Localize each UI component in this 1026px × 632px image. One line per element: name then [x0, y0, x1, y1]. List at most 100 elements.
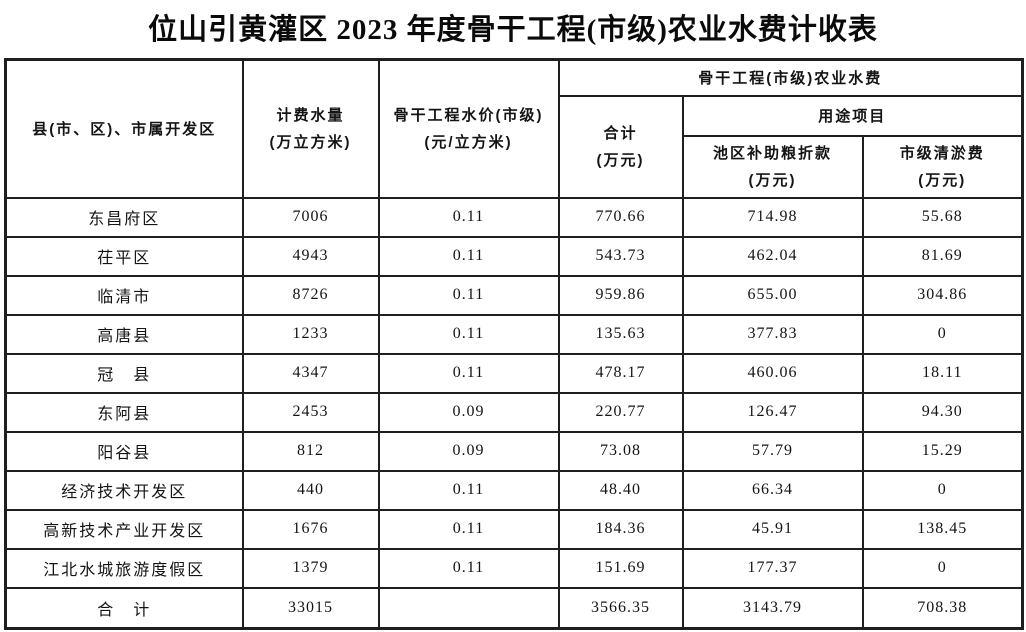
header-line: 骨干工程水价(市级) — [393, 106, 544, 124]
col-header-dredging: 市级清淤费 (万元) — [861, 134, 1024, 199]
cell-total: 135.63 — [557, 313, 684, 355]
col-header-volume: 计费水量 (万立方米) — [241, 58, 380, 199]
cell-region: 合 计 — [4, 586, 244, 630]
cell-total: 48.40 — [557, 469, 684, 511]
header-line: 计费水量 — [276, 106, 345, 124]
cell-region: 东昌府区 — [4, 196, 244, 238]
cell-region: 冠 县 — [4, 352, 244, 394]
cell-total: 220.77 — [557, 391, 684, 433]
header-line: 市级清淤费 — [899, 144, 985, 162]
table-row: 冠 县 4347 0.11 478.17 460.06 18.11 — [4, 352, 1024, 394]
cell-subsidy: 126.47 — [681, 391, 864, 433]
header-row-2: 合计 (万元) 用途项目 — [6, 94, 1024, 199]
cell-volume: 1379 — [241, 547, 380, 589]
table-row: 临清市 8726 0.11 959.86 655.00 304.86 — [4, 274, 1024, 316]
cell-subsidy: 45.91 — [681, 508, 864, 550]
header-line: (元/立方米) — [424, 133, 513, 151]
cell-total: 184.36 — [557, 508, 684, 550]
table-body: 东昌府区 7006 0.11 770.66 714.98 55.68 茌平区 4… — [4, 196, 1024, 630]
cell-price: 0.11 — [377, 508, 560, 550]
cell-volume: 4347 — [241, 352, 380, 394]
cell-volume: 4943 — [241, 235, 380, 277]
cell-region: 高唐县 — [4, 313, 244, 355]
cell-price: 0.09 — [377, 391, 560, 433]
col-header-price: 骨干工程水价(市级) (元/立方米) — [377, 58, 560, 199]
cell-volume: 8726 — [241, 274, 380, 316]
cell-total: 3566.35 — [557, 586, 684, 630]
cell-dredging: 81.69 — [861, 235, 1024, 277]
col-header-usage-group: 用途项目 — [681, 94, 1024, 137]
cell-subsidy: 377.83 — [681, 313, 864, 355]
cell-volume: 440 — [241, 469, 380, 511]
cell-volume: 2453 — [241, 391, 380, 433]
cell-subsidy: 462.04 — [681, 235, 864, 277]
header-row-3: 池区补助粮折款 (万元) 市级清淤费 (万元) — [6, 134, 1024, 199]
cell-dredging: 0 — [861, 547, 1024, 589]
cell-dredging: 0 — [861, 313, 1024, 355]
cell-dredging: 94.30 — [861, 391, 1024, 433]
cell-region: 茌平区 — [4, 235, 244, 277]
total-row: 合 计 33015 3566.35 3143.79 708.38 — [4, 586, 1024, 630]
table-row: 经济技术开发区 440 0.11 48.40 66.34 0 — [4, 469, 1024, 511]
header-line: 池区补助粮折款 — [712, 144, 832, 162]
header-line: (万元) — [596, 151, 645, 169]
header-row-1: 县(市、区)、市属开发区 计费水量 (万立方米) 骨干工程水价(市级) (元/立… — [4, 58, 1024, 199]
cell-subsidy: 66.34 — [681, 469, 864, 511]
cell-dredging: 138.45 — [861, 508, 1024, 550]
cell-dredging: 708.38 — [861, 586, 1024, 630]
cell-price: 0.11 — [377, 313, 560, 355]
col-header-subsidy: 池区补助粮折款 (万元) — [681, 134, 864, 199]
table-row: 高唐县 1233 0.11 135.63 377.83 0 — [4, 313, 1024, 355]
header-line: (万立方米) — [269, 133, 352, 151]
col-header-total: 合计 (万元) — [557, 94, 684, 199]
cell-subsidy: 714.98 — [681, 196, 864, 238]
cell-price: 0.11 — [377, 274, 560, 316]
cell-total: 959.86 — [557, 274, 684, 316]
cell-region: 高新技术产业开发区 — [4, 508, 244, 550]
cell-volume: 1233 — [241, 313, 380, 355]
cell-price: 0.11 — [377, 235, 560, 277]
col-header-fee-group: 骨干工程(市级)农业水费 — [557, 58, 1024, 97]
cell-price: 0.11 — [377, 196, 560, 238]
cell-price: 0.09 — [377, 430, 560, 472]
table-row: 东阿县 2453 0.09 220.77 126.47 94.30 — [4, 391, 1024, 433]
table-header: 县(市、区)、市属开发区 计费水量 (万立方米) 骨干工程水价(市级) (元/立… — [4, 58, 1024, 199]
cell-subsidy: 177.37 — [681, 547, 864, 589]
cell-subsidy: 57.79 — [681, 430, 864, 472]
page-title: 位山引黄灌区 2023 年度骨干工程(市级)农业水费计收表 — [148, 14, 878, 46]
cell-volume: 812 — [241, 430, 380, 472]
table-row: 江北水城旅游度假区 1379 0.11 151.69 177.37 0 — [4, 547, 1024, 589]
cell-dredging: 55.68 — [861, 196, 1024, 238]
cell-price: 0.11 — [377, 352, 560, 394]
cell-subsidy: 3143.79 — [681, 586, 864, 630]
table-row: 阳谷县 812 0.09 73.08 57.79 15.29 — [4, 430, 1024, 472]
cell-volume: 7006 — [241, 196, 380, 238]
cell-price: 0.11 — [377, 469, 560, 511]
cell-volume: 33015 — [241, 586, 380, 630]
water-fee-table: 县(市、区)、市属开发区 计费水量 (万立方米) 骨干工程水价(市级) (元/立… — [4, 58, 1025, 630]
table-row: 东昌府区 7006 0.11 770.66 714.98 55.68 — [4, 196, 1024, 238]
table-row: 茌平区 4943 0.11 543.73 462.04 81.69 — [4, 235, 1024, 277]
cell-region: 经济技术开发区 — [4, 469, 244, 511]
header-line: (万元) — [918, 171, 967, 189]
cell-dredging: 0 — [861, 469, 1024, 511]
cell-volume: 1676 — [241, 508, 380, 550]
cell-price — [377, 586, 560, 630]
header-line: (万元) — [748, 171, 797, 189]
cell-total: 770.66 — [557, 196, 684, 238]
cell-total: 543.73 — [557, 235, 684, 277]
col-header-region: 县(市、区)、市属开发区 — [4, 58, 244, 199]
cell-region: 东阿县 — [4, 391, 244, 433]
cell-region: 阳谷县 — [4, 430, 244, 472]
cell-region: 临清市 — [4, 274, 244, 316]
cell-region: 江北水城旅游度假区 — [4, 547, 244, 589]
cell-price: 0.11 — [377, 547, 560, 589]
cell-dredging: 15.29 — [861, 430, 1024, 472]
cell-dredging: 18.11 — [861, 352, 1024, 394]
cell-subsidy: 460.06 — [681, 352, 864, 394]
cell-total: 151.69 — [557, 547, 684, 589]
header-line: 合计 — [603, 124, 638, 142]
cell-dredging: 304.86 — [861, 274, 1024, 316]
cell-subsidy: 655.00 — [681, 274, 864, 316]
cell-total: 73.08 — [557, 430, 684, 472]
